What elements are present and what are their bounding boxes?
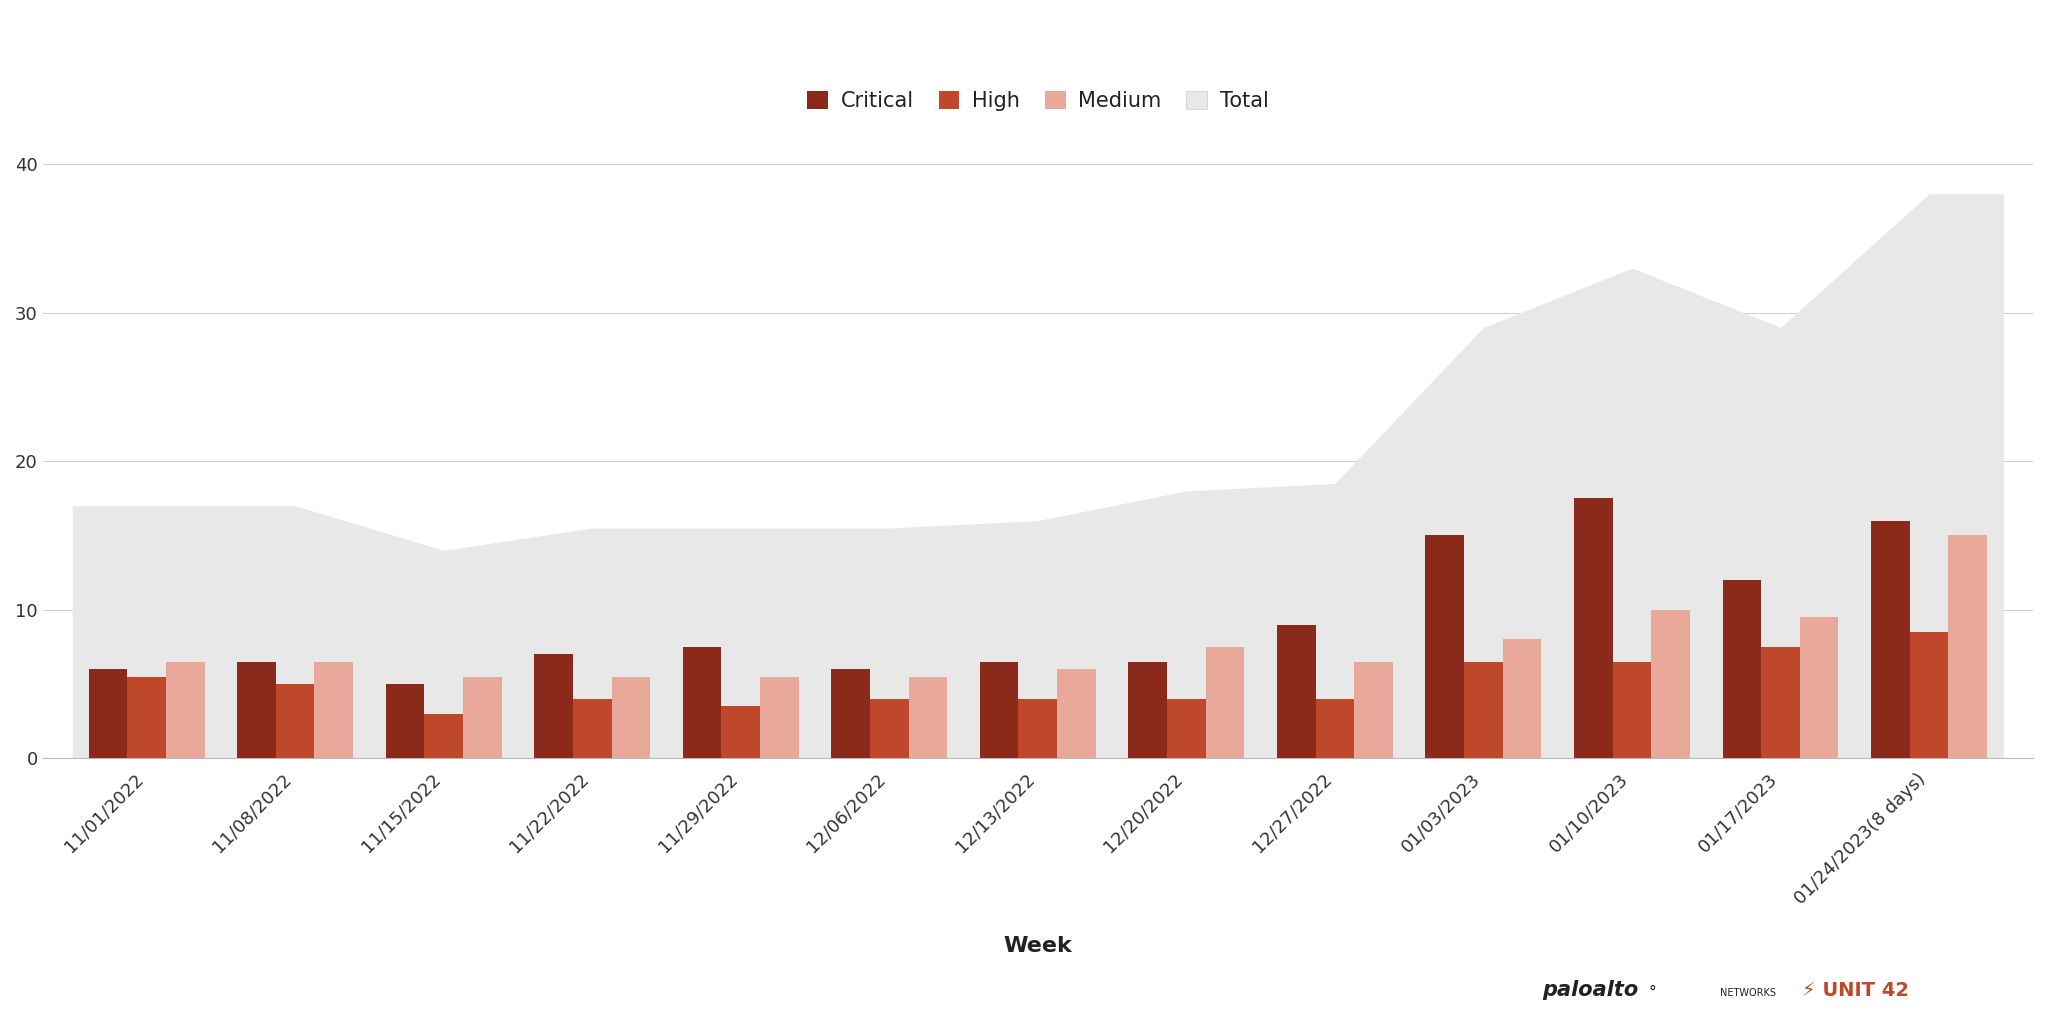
Bar: [1128, 661, 1167, 758]
Bar: [1948, 536, 1987, 758]
Text: °: °: [1649, 984, 1657, 1000]
Bar: [1206, 647, 1245, 758]
Bar: [238, 661, 276, 758]
Bar: [1167, 699, 1206, 758]
Bar: [1018, 699, 1057, 758]
Legend: Critical, High, Medium, Total: Critical, High, Medium, Total: [799, 83, 1276, 120]
Bar: [166, 661, 205, 758]
Bar: [979, 661, 1018, 758]
Bar: [682, 647, 721, 758]
Bar: [1315, 699, 1354, 758]
Bar: [1800, 617, 1839, 758]
Bar: [1872, 520, 1909, 758]
Bar: [612, 677, 649, 758]
Bar: [1503, 640, 1542, 758]
Bar: [1057, 669, 1096, 758]
Text: NETWORKS: NETWORKS: [1720, 988, 1776, 998]
Bar: [1575, 499, 1612, 758]
Bar: [831, 669, 870, 758]
Bar: [909, 677, 946, 758]
Bar: [1651, 610, 1690, 758]
Bar: [1464, 661, 1503, 758]
Bar: [276, 684, 315, 758]
Bar: [760, 677, 799, 758]
Bar: [1354, 661, 1393, 758]
Bar: [870, 699, 909, 758]
Bar: [463, 677, 502, 758]
Bar: [573, 699, 612, 758]
Bar: [1722, 580, 1761, 758]
Bar: [88, 669, 127, 758]
Bar: [1425, 536, 1464, 758]
Bar: [1278, 624, 1315, 758]
Bar: [1761, 647, 1800, 758]
Bar: [127, 677, 166, 758]
Text: paloalto: paloalto: [1542, 980, 1638, 1001]
Text: ⚡ UNIT 42: ⚡ UNIT 42: [1802, 981, 1909, 1001]
Bar: [385, 684, 424, 758]
Bar: [1612, 661, 1651, 758]
Bar: [315, 661, 352, 758]
X-axis label: Week: Week: [1004, 936, 1073, 956]
Bar: [535, 654, 573, 758]
Bar: [1909, 632, 1948, 758]
Bar: [721, 706, 760, 758]
Bar: [424, 713, 463, 758]
